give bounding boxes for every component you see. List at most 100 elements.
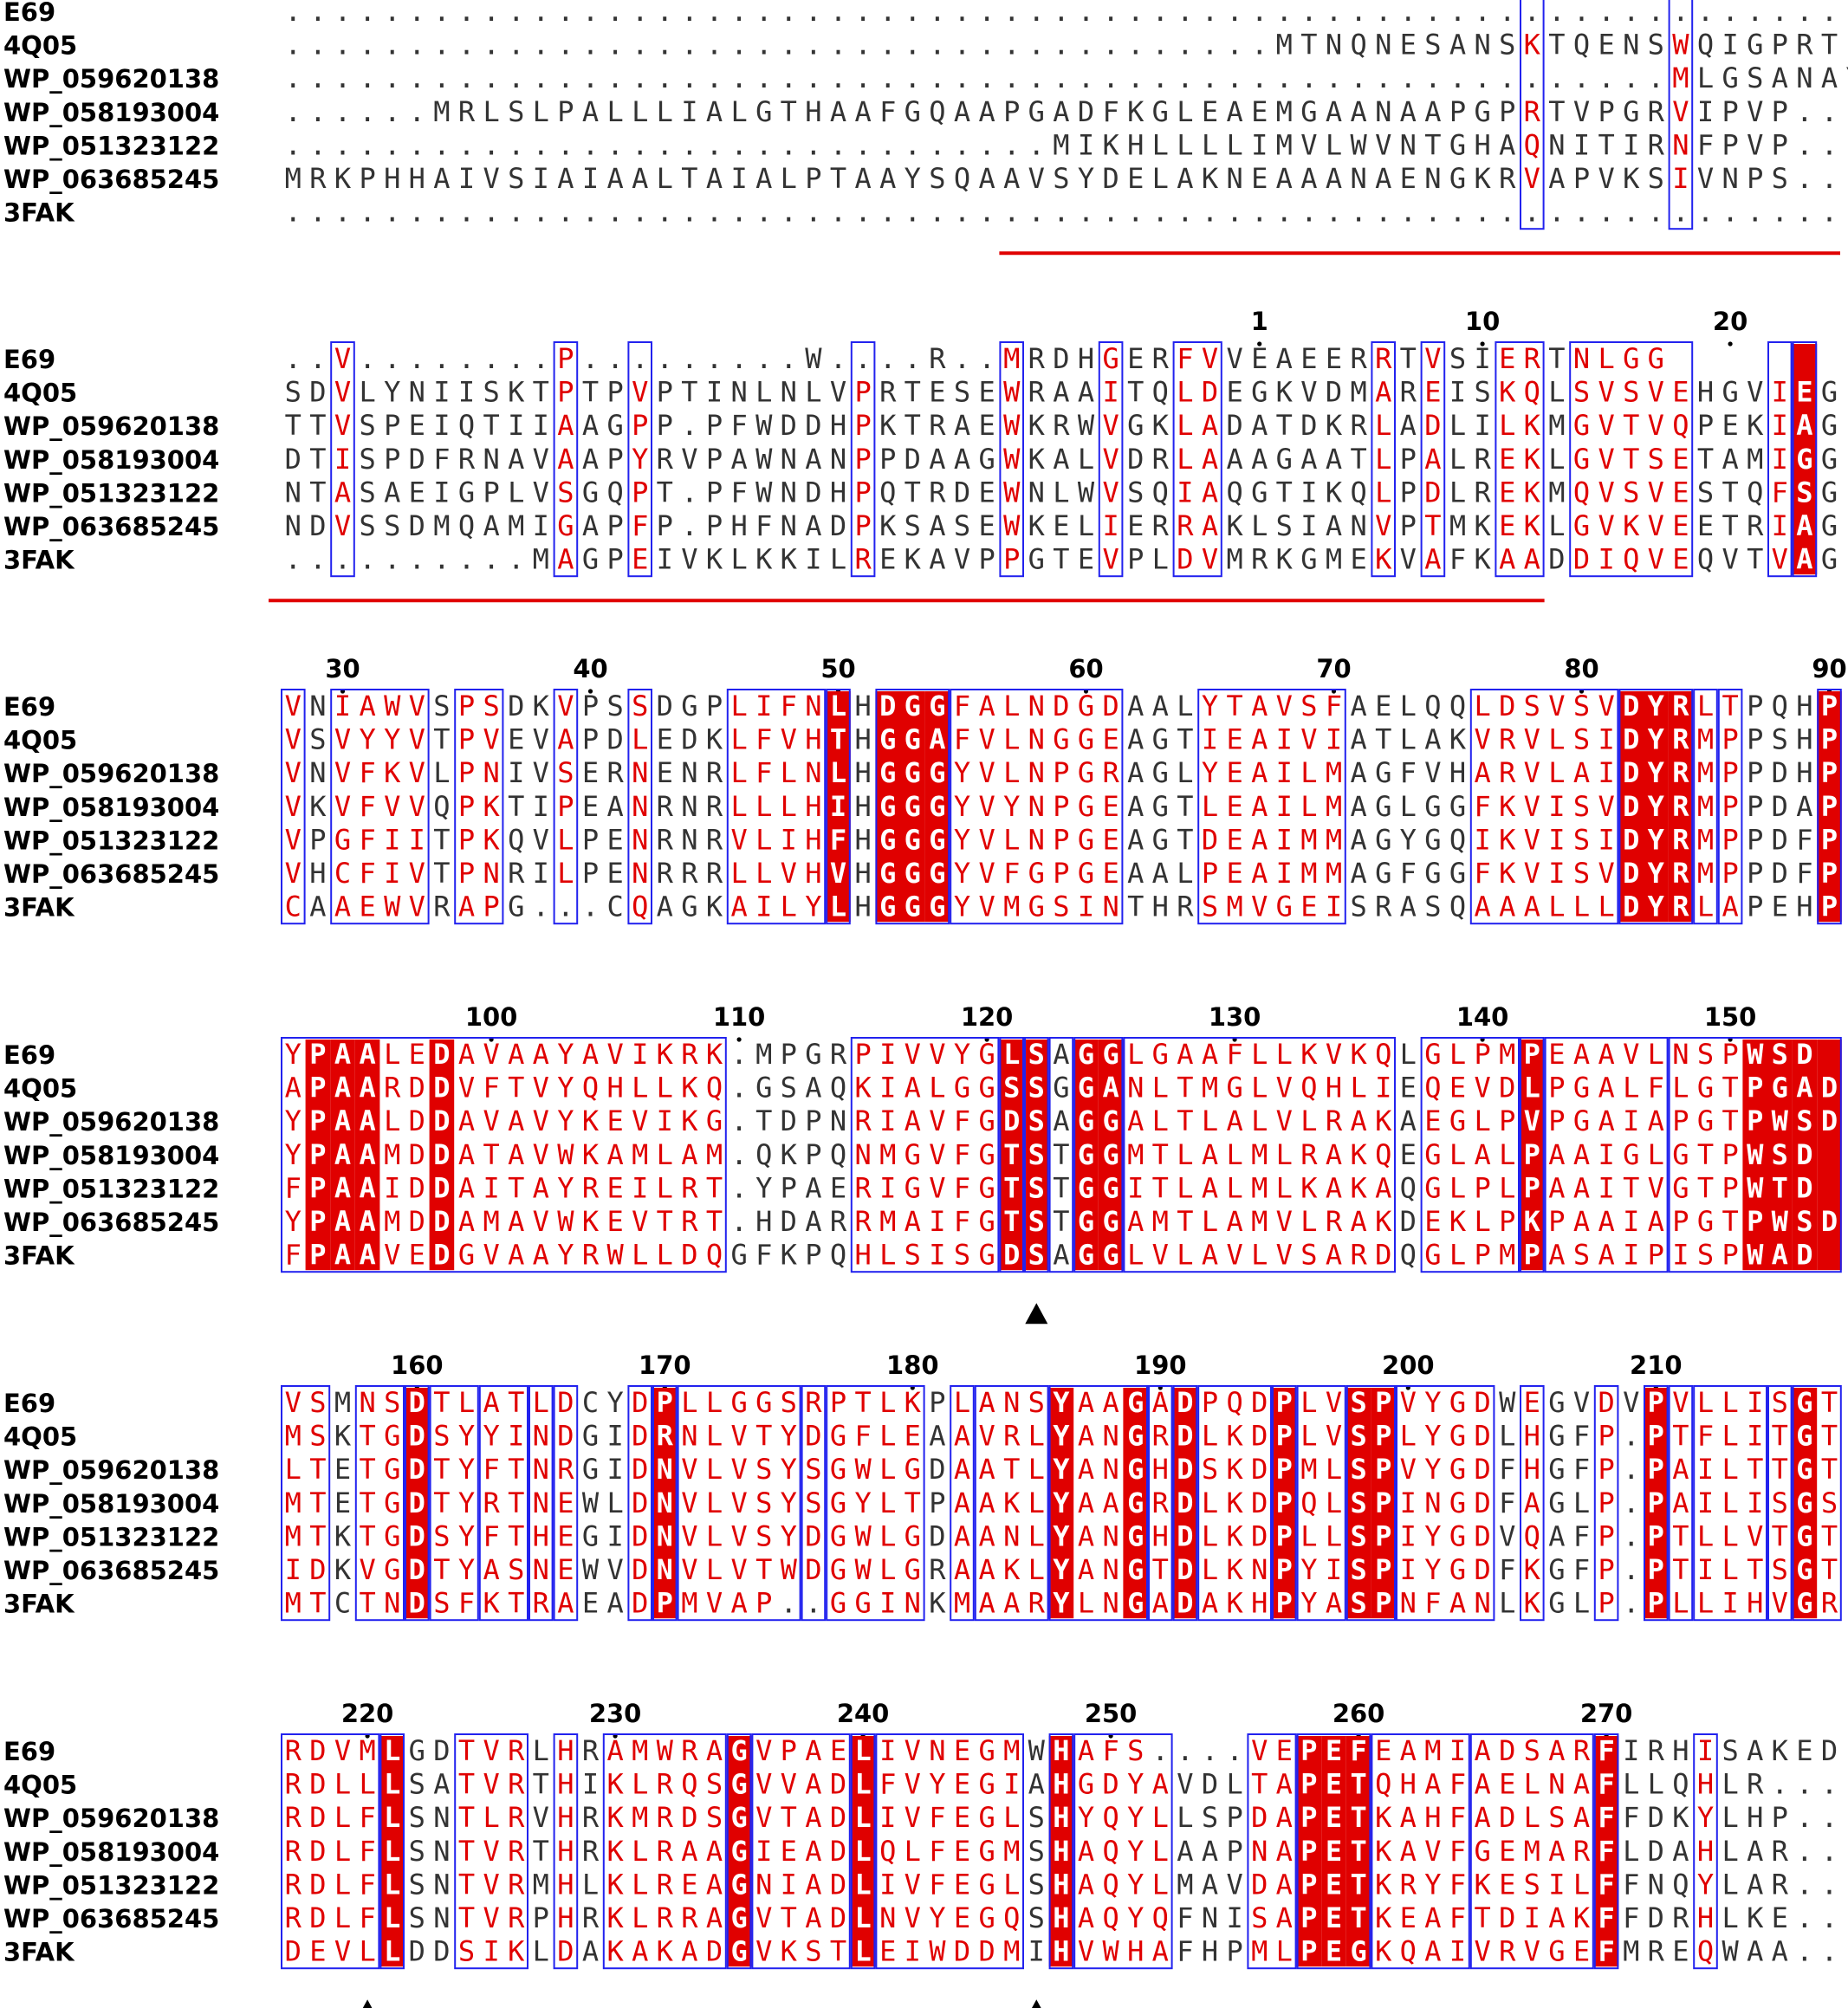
similarity-box bbox=[1593, 1733, 1619, 1970]
sequence-name: 3FAK bbox=[3, 198, 75, 228]
similarity-box bbox=[1123, 1037, 1397, 1273]
sequence-name: WP_059620138 bbox=[3, 64, 219, 94]
position-tick bbox=[736, 1037, 742, 1042]
sequence-name: WP_063685245 bbox=[3, 165, 219, 194]
similarity-box bbox=[1544, 1037, 1669, 1273]
similarity-box bbox=[1371, 341, 1397, 578]
position-number: 220 bbox=[341, 1699, 394, 1728]
similarity-box bbox=[950, 689, 1124, 925]
sequence-name: WP_051323122 bbox=[3, 478, 219, 508]
similarity-box bbox=[950, 1385, 975, 1622]
similarity-box bbox=[1495, 341, 1545, 578]
sequence-name: WP_063685245 bbox=[3, 859, 219, 889]
conserved-column bbox=[429, 1040, 455, 1271]
similarity-box bbox=[1520, 1037, 1545, 1273]
conserved-column bbox=[1520, 1040, 1545, 1271]
similarity-box bbox=[826, 689, 851, 925]
conserved-column bbox=[1767, 1040, 1793, 1271]
sequence-name: WP_051323122 bbox=[3, 1870, 219, 1900]
conserved-column bbox=[900, 691, 925, 923]
similarity-box bbox=[850, 1037, 1000, 1273]
similarity-box bbox=[354, 1385, 405, 1622]
conserved-column bbox=[652, 1388, 678, 1619]
similarity-box bbox=[801, 1385, 827, 1622]
sequence-row: ........................................… bbox=[285, 62, 1848, 94]
conserved-column bbox=[379, 1736, 405, 1967]
similarity-box bbox=[999, 1037, 1025, 1273]
similarity-box bbox=[429, 1385, 479, 1622]
similarity-box bbox=[1272, 1385, 1297, 1622]
position-number: 10 bbox=[1465, 307, 1500, 336]
sequence-name: 4Q05 bbox=[3, 1422, 77, 1452]
alignment-block-2: 1 10 20 E69 .. V........ P......... W.... R.. M R D… bbox=[3, 307, 1838, 603]
sequence-row: ........................................… bbox=[285, 29, 1848, 62]
position-number: 80 bbox=[1564, 654, 1598, 683]
similarity-box bbox=[1668, 1037, 1842, 1273]
similarity-box bbox=[454, 1733, 529, 1970]
conserved-column bbox=[1345, 1388, 1371, 1619]
sequence-name: 3FAK bbox=[3, 546, 75, 575]
active-site-marker bbox=[362, 1999, 373, 2008]
conserved-column bbox=[1792, 344, 1818, 575]
sequence-name: 4Q05 bbox=[3, 726, 77, 755]
position-number: 110 bbox=[713, 1002, 766, 1032]
position-number: 160 bbox=[391, 1351, 444, 1380]
alignment-block-6: 220 230 240 250 260 270 E69 R D V M L G D T V R L H R A M W R A G… bbox=[3, 1699, 1838, 2008]
sequence-name: 3FAK bbox=[3, 1938, 75, 1967]
position-number: 70 bbox=[1316, 654, 1351, 683]
sequence-name: WP_051323122 bbox=[3, 1174, 219, 1203]
conserved-column bbox=[999, 1040, 1024, 1271]
sequence-name: 3FAK bbox=[3, 1241, 75, 1271]
similarity-box bbox=[405, 1385, 430, 1622]
similarity-box bbox=[627, 341, 653, 578]
conserved-column bbox=[1296, 1736, 1322, 1967]
conserved-column bbox=[924, 691, 950, 923]
alignment-block-5: 160 170 180 190 200 210 E69 V S M N S D T L A T L D C Y D P L L G… bbox=[3, 1351, 1842, 1622]
conserved-column bbox=[1048, 1388, 1074, 1619]
position-number: 140 bbox=[1456, 1002, 1509, 1032]
position-tick bbox=[1257, 341, 1262, 347]
sequence-name: WP_059620138 bbox=[3, 411, 219, 441]
sequence-name: 3FAK bbox=[3, 1590, 75, 1619]
similarity-box bbox=[1197, 689, 1346, 925]
sequence-name: WP_058193004 bbox=[3, 1837, 219, 1867]
conserved-column bbox=[1817, 1040, 1842, 1271]
position-number: 230 bbox=[589, 1699, 642, 1728]
similarity-box bbox=[1296, 1733, 1371, 1970]
similarity-box bbox=[1717, 689, 1743, 925]
sequence-name: E69 bbox=[3, 1389, 55, 1418]
similarity-box bbox=[602, 1733, 727, 1970]
similarity-box bbox=[826, 1385, 925, 1622]
similarity-box bbox=[875, 689, 950, 925]
similarity-box bbox=[875, 1733, 1025, 1970]
similarity-box bbox=[627, 689, 653, 925]
position-tick bbox=[1728, 341, 1733, 347]
position-number: 190 bbox=[1134, 1351, 1187, 1380]
position-number: 270 bbox=[1580, 1699, 1633, 1728]
conserved-column bbox=[1593, 1736, 1619, 1967]
sequence-name: WP_051323122 bbox=[3, 1522, 219, 1551]
similarity-box bbox=[1693, 1733, 1718, 1970]
position-number: 40 bbox=[573, 654, 607, 683]
conserved-column bbox=[850, 1736, 876, 1967]
similarity-box bbox=[850, 341, 876, 578]
sequence-name: WP_058193004 bbox=[3, 1141, 219, 1170]
sequence-name: E69 bbox=[3, 1737, 55, 1766]
similarity-box bbox=[330, 689, 430, 925]
